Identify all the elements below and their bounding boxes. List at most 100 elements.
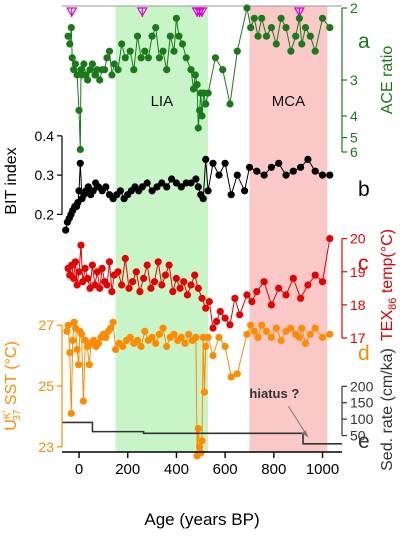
data-point bbox=[297, 294, 305, 302]
data-point bbox=[318, 14, 327, 22]
data-point bbox=[168, 175, 176, 183]
data-point bbox=[200, 388, 208, 396]
data-point bbox=[282, 171, 290, 179]
y-tick-label: 2 bbox=[350, 0, 358, 16]
data-point bbox=[275, 159, 283, 167]
sed-rate-step-line bbox=[62, 421, 342, 445]
data-point bbox=[202, 304, 210, 312]
data-point bbox=[194, 124, 202, 132]
data-point bbox=[260, 278, 268, 286]
data-point bbox=[221, 342, 229, 351]
data-point bbox=[233, 370, 241, 378]
data-point bbox=[158, 179, 166, 187]
data-point bbox=[155, 330, 163, 338]
data-point bbox=[108, 288, 116, 296]
data-point bbox=[304, 281, 312, 289]
data-point bbox=[67, 24, 75, 32]
data-point bbox=[172, 274, 180, 282]
y-axis-label-a: ACE ratio bbox=[379, 46, 396, 115]
y-tick-label: 3 bbox=[350, 72, 358, 88]
data-point bbox=[143, 261, 151, 269]
data-point bbox=[169, 288, 177, 296]
data-point bbox=[187, 179, 195, 187]
data-point bbox=[66, 40, 74, 48]
data-point bbox=[187, 66, 195, 74]
data-point bbox=[262, 327, 271, 335]
hiatus-annotation: hiatus ? bbox=[249, 386, 299, 401]
data-point bbox=[289, 167, 297, 175]
data-point bbox=[247, 24, 255, 32]
data-point bbox=[221, 159, 229, 167]
panel-b bbox=[62, 155, 334, 234]
data-point bbox=[181, 339, 189, 347]
data-point bbox=[148, 32, 156, 40]
y-tick-label: 0.2 bbox=[35, 206, 55, 222]
band-1 bbox=[249, 6, 328, 452]
data-point bbox=[236, 311, 244, 319]
data-point bbox=[227, 191, 235, 199]
data-point bbox=[301, 339, 310, 347]
data-point bbox=[227, 373, 235, 381]
data-point bbox=[282, 24, 290, 32]
data-point bbox=[163, 183, 171, 191]
data-point bbox=[191, 271, 199, 279]
y-tick-label: 100 bbox=[350, 411, 374, 427]
data-point bbox=[245, 163, 254, 171]
data-point bbox=[138, 183, 146, 191]
hiatus-arrow-shaft bbox=[287, 405, 308, 437]
y-tick-label: 23 bbox=[38, 439, 54, 455]
data-point bbox=[326, 24, 334, 32]
x-tick-label: 200 bbox=[115, 461, 140, 478]
y-tick-label: 0.4 bbox=[35, 128, 55, 144]
data-point bbox=[137, 54, 145, 62]
panel-letter-d: d bbox=[358, 342, 370, 365]
data-point bbox=[147, 284, 155, 292]
data-point bbox=[216, 307, 224, 316]
data-point bbox=[105, 258, 114, 266]
data-point bbox=[272, 324, 280, 332]
data-point bbox=[153, 183, 161, 191]
data-point bbox=[311, 271, 319, 279]
data-point bbox=[96, 76, 104, 84]
data-point bbox=[172, 14, 180, 22]
data-point bbox=[277, 336, 285, 344]
y-tick-label: 17 bbox=[350, 330, 366, 346]
y-tick-label: 150 bbox=[350, 395, 374, 411]
panel-letter-c: c bbox=[358, 252, 369, 275]
data-point bbox=[191, 71, 199, 79]
marker-0 bbox=[66, 7, 78, 18]
data-point bbox=[241, 187, 249, 195]
data-point bbox=[253, 167, 261, 175]
data-point bbox=[98, 264, 106, 272]
data-point bbox=[205, 298, 213, 306]
data-point bbox=[114, 66, 122, 74]
data-point bbox=[175, 32, 183, 40]
data-point bbox=[130, 66, 138, 74]
data-point bbox=[102, 333, 110, 341]
y-axis-label-d: UK'37 SST (°C) bbox=[2, 341, 23, 431]
y-tick-label: 6 bbox=[350, 144, 358, 160]
data-point bbox=[254, 32, 262, 40]
data-point bbox=[103, 281, 111, 289]
data-point bbox=[150, 278, 159, 286]
marker-4 bbox=[196, 7, 208, 18]
data-point bbox=[253, 288, 261, 296]
data-point bbox=[287, 47, 295, 55]
x-tick-label: 0 bbox=[75, 461, 83, 478]
data-point bbox=[84, 274, 92, 282]
data-point bbox=[202, 342, 210, 351]
data-point bbox=[211, 54, 219, 62]
data-point bbox=[213, 317, 221, 325]
data-point bbox=[161, 271, 170, 279]
y-tick-label: 50 bbox=[350, 428, 366, 444]
data-point bbox=[292, 32, 300, 40]
data-point bbox=[318, 333, 327, 341]
data-point bbox=[193, 81, 201, 89]
x-tick-label: 400 bbox=[164, 461, 189, 478]
data-point bbox=[178, 40, 187, 48]
data-point bbox=[243, 330, 251, 338]
data-point bbox=[144, 54, 152, 62]
data-point bbox=[258, 14, 266, 22]
data-point bbox=[311, 324, 319, 332]
